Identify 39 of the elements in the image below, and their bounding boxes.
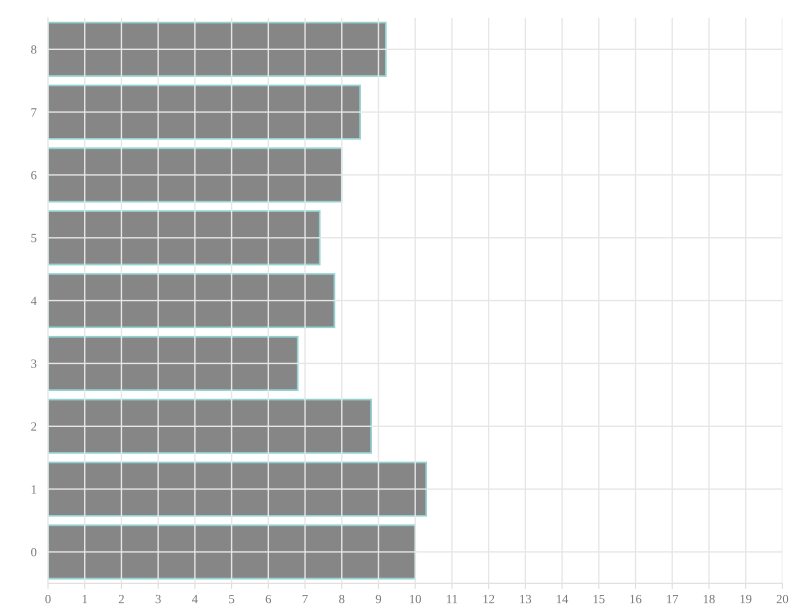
x-tick-label: 8 [339, 594, 344, 604]
bar [48, 398, 372, 454]
x-tick-label: 9 [376, 594, 382, 604]
x-tick-label: 14 [556, 594, 568, 604]
y-tick-label: 5 [31, 234, 36, 242]
bar [48, 147, 343, 202]
x-tick-label: 6 [266, 594, 272, 604]
x-tick-label: 4 [192, 594, 198, 604]
y-tick-label: 8 [31, 45, 36, 54]
y-tick-label: 4 [30, 296, 37, 305]
bar [48, 22, 387, 77]
bar [48, 273, 336, 328]
x-tick-label: 16 [630, 594, 642, 604]
x-tick-label: 11 [447, 594, 458, 604]
x-tick-label: 2 [118, 594, 124, 604]
x-tick-label: 19 [740, 594, 752, 604]
y-tick-label: 7 [31, 108, 37, 116]
x-tick-label: 7 [302, 594, 308, 604]
y-tick-label: 0 [31, 548, 36, 556]
x-tick-label: 15 [594, 594, 605, 604]
x-tick-label: 5 [229, 594, 234, 604]
bar [48, 524, 416, 580]
bar [48, 210, 321, 266]
x-tick-label: 3 [156, 594, 161, 604]
bar [48, 462, 428, 517]
y-tick-label: 2 [31, 422, 36, 431]
bar [48, 84, 361, 140]
y-tick-label: 6 [31, 171, 37, 180]
y-tick-label: 1 [32, 485, 36, 494]
x-tick-label: 17 [667, 594, 678, 604]
x-tick-label: 20 [776, 594, 788, 604]
x-tick-label: 18 [704, 594, 715, 604]
x-tick-label: 0 [45, 594, 51, 604]
x-tick-label: 1 [82, 594, 88, 604]
y-tick-label: 3 [31, 360, 36, 368]
x-tick-label: 12 [483, 594, 494, 604]
x-tick-label: 13 [520, 594, 532, 604]
bar [48, 336, 299, 391]
x-tick-label: 10 [410, 594, 421, 604]
